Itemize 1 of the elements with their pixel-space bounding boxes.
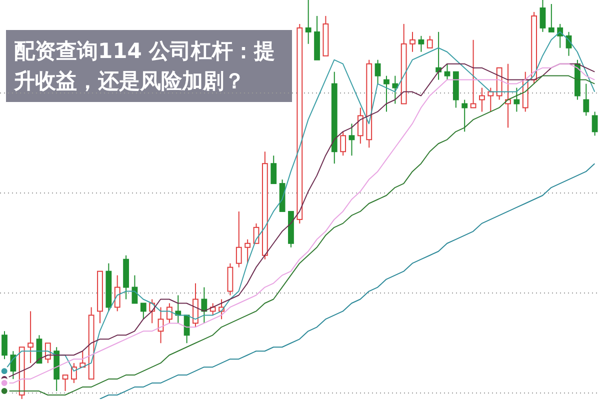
text: 配资查询114 公司杠杆：提升收益，还是风险加剧？ [6,30,292,102]
